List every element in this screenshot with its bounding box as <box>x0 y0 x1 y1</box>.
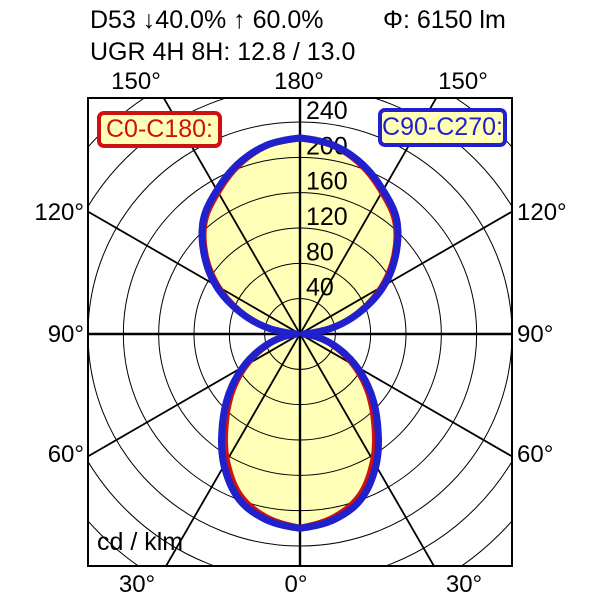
legend-c90-c270-label: C90-C270: <box>382 113 503 141</box>
unit-label: cd / klm <box>97 528 184 556</box>
chart-frame <box>87 97 513 567</box>
ugr-text: UGR 4H 8H: 12.8 / 13.0 <box>90 38 356 66</box>
radial-tick-label: 120 <box>306 203 348 231</box>
legend-c0-c180-label: C0-C180: <box>106 115 213 143</box>
angle-label-left: 120° <box>34 199 84 226</box>
angle-label-left: 60° <box>48 441 84 468</box>
radial-tick-label: 40 <box>306 274 334 302</box>
angle-label-right: 120° <box>517 199 567 226</box>
radial-tick-label: 240 <box>306 97 348 125</box>
angle-label-left: 90° <box>48 321 84 348</box>
radial-tick-label: 80 <box>306 238 334 266</box>
luminous-flux-text: Φ: 6150 lm <box>383 6 506 34</box>
angle-label-bottom: 0° <box>285 571 308 598</box>
legend-c0-c180: C0-C180: <box>97 111 222 148</box>
angle-label-right: 60° <box>517 441 553 468</box>
angle-label-bottom: 30° <box>119 571 155 598</box>
radial-tick-label: 160 <box>306 168 348 196</box>
angle-label-right: 90° <box>517 321 553 348</box>
legend-c90-c270: C90-C270: <box>378 108 507 147</box>
angle-label-bottom: 30° <box>446 571 482 598</box>
curve-c90-c270 <box>198 134 402 532</box>
angle-label-top: 150° <box>438 68 488 95</box>
angle-label-top: 180° <box>274 68 324 95</box>
distribution-code-text: D53 ↓40.0% ↑ 60.0% <box>90 6 324 34</box>
angle-label-top: 150° <box>111 68 161 95</box>
